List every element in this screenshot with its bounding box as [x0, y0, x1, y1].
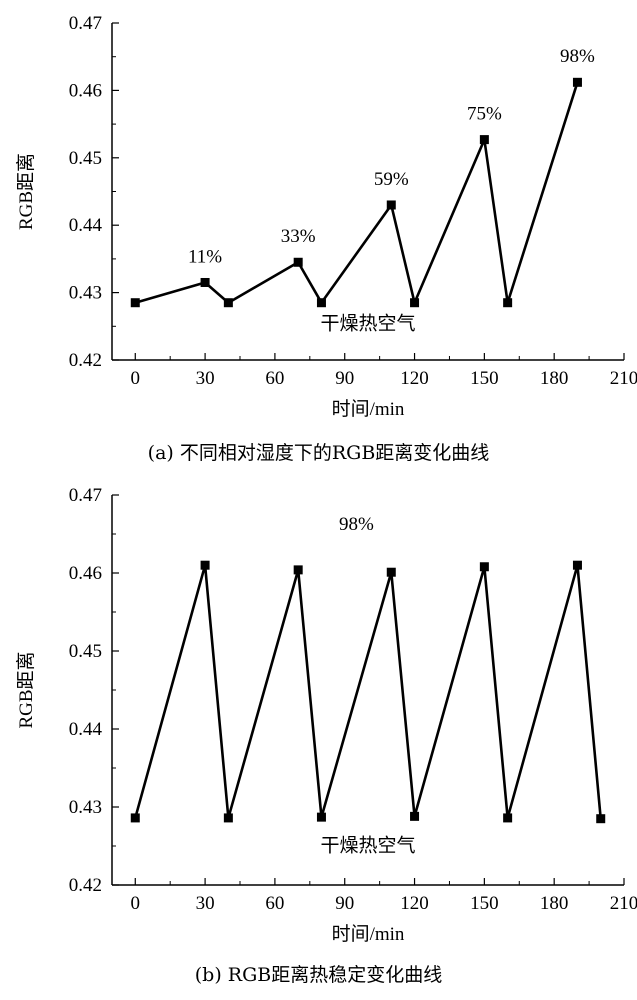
chart-a-data-point: [293, 257, 303, 267]
chart-b-data-point: [479, 562, 489, 572]
chart-b-data-point: [200, 560, 210, 570]
chart-b-y-tick-label: 0.42: [69, 875, 102, 896]
chart-a-annotation: 干燥热空气: [320, 313, 415, 335]
chart-b-x-tick-label: 30: [196, 893, 215, 914]
chart-a-data-point: [479, 135, 489, 145]
chart-a-x-axis-label: 时间/min: [332, 398, 405, 420]
chart-b-data-point: [316, 812, 326, 822]
chart-a-y-tick-label: 0.47: [69, 13, 102, 34]
chart-a-annotation: 59%: [374, 169, 409, 190]
chart-b-x-tick-label: 180: [540, 893, 569, 914]
chart-a-x-tick-label: 150: [470, 368, 499, 389]
chart-b-data-point: [386, 567, 396, 577]
chart-a-x-tick-label: 120: [400, 368, 429, 389]
chart-a-annotation: 11%: [188, 246, 222, 267]
chart-a-x-tick-label: 210: [610, 368, 637, 389]
chart-a-y-tick-label: 0.44: [69, 215, 103, 236]
chart-a-annotation: 75%: [467, 103, 502, 124]
chart-a-y-tick-label: 0.45: [69, 148, 102, 169]
chart-a-data-point: [130, 298, 140, 308]
chart-a-y-tick-label: 0.46: [69, 80, 102, 101]
chart-b: 0 30 60 90 120 150 180 210 0.42 0.43 0.44 0.45 0.46 0…: [15, 485, 637, 945]
chart-b-x-axis-label: 时间/min: [332, 923, 405, 945]
chart-b-y-tick-label: 0.45: [69, 641, 102, 662]
chart-b-series-line: [134, 563, 603, 820]
chart-a-y-axis-label: RGB距离: [15, 153, 37, 230]
chart-b-annotation: 干燥热空气: [320, 834, 415, 856]
chart-a-x-tick-label: 90: [335, 368, 354, 389]
chart-b-data-point: [293, 565, 303, 575]
chart-a-series-line: [134, 81, 579, 305]
chart-b-y-tick-label: 0.43: [69, 797, 102, 818]
chart-b-y-tick-label: 0.44: [69, 719, 103, 740]
chart-b-annotation: 98%: [339, 514, 374, 535]
chart-a-annotation: 33%: [281, 226, 316, 247]
chart-a-x-tick-label: 60: [265, 368, 284, 389]
chart-a-y-tick-label: 0.43: [69, 283, 102, 304]
chart-a-data-point: [223, 298, 233, 308]
chart-a-data-point: [503, 298, 513, 308]
chart-a-x-tick-label: 0: [131, 368, 141, 389]
chart-b-x-tick-label: 210: [610, 893, 637, 914]
chart-b-data-point: [572, 560, 582, 570]
chart-a-data-point: [572, 77, 582, 87]
chart-b-x-tick-label: 0: [131, 893, 141, 914]
chart-a-caption: (a) 不同相对湿度下的RGB距离变化曲线: [147, 442, 490, 464]
chart-b-x-tick-label: 150: [470, 893, 499, 914]
chart-b-y-tick-label: 0.47: [69, 485, 102, 506]
chart-b-data-point: [130, 813, 140, 823]
chart-b-data-point: [410, 811, 420, 821]
chart-a-x-tick-label: 180: [540, 368, 569, 389]
chart-a-data-point: [316, 298, 326, 308]
chart-b-x-tick-label: 60: [265, 893, 284, 914]
chart-a-data-point: [200, 277, 210, 287]
chart-b-x-tick-label: 90: [335, 893, 354, 914]
chart-b-y-tick-label: 0.46: [69, 563, 102, 584]
chart-a-y-tick-label: 0.42: [69, 350, 102, 371]
chart-b-x-tick-label: 120: [400, 893, 429, 914]
chart-b-data-point: [596, 814, 606, 824]
chart-a-data-point: [386, 200, 396, 210]
chart-b-y-axis-label: RGB距离: [15, 651, 37, 728]
chart-b-data-point: [503, 813, 513, 823]
chart-b-caption: (b) RGB距离热稳定变化曲线: [194, 964, 443, 986]
chart-a: 0 30 60 90 120 150 180 210 0.42 0.43 0.44 0.45 0.46 0…: [15, 13, 637, 420]
chart-a-annotation: 98%: [560, 46, 595, 67]
chart-a-x-tick-label: 30: [196, 368, 215, 389]
chart-b-data-point: [223, 813, 233, 823]
chart-a-data-point: [410, 298, 420, 308]
